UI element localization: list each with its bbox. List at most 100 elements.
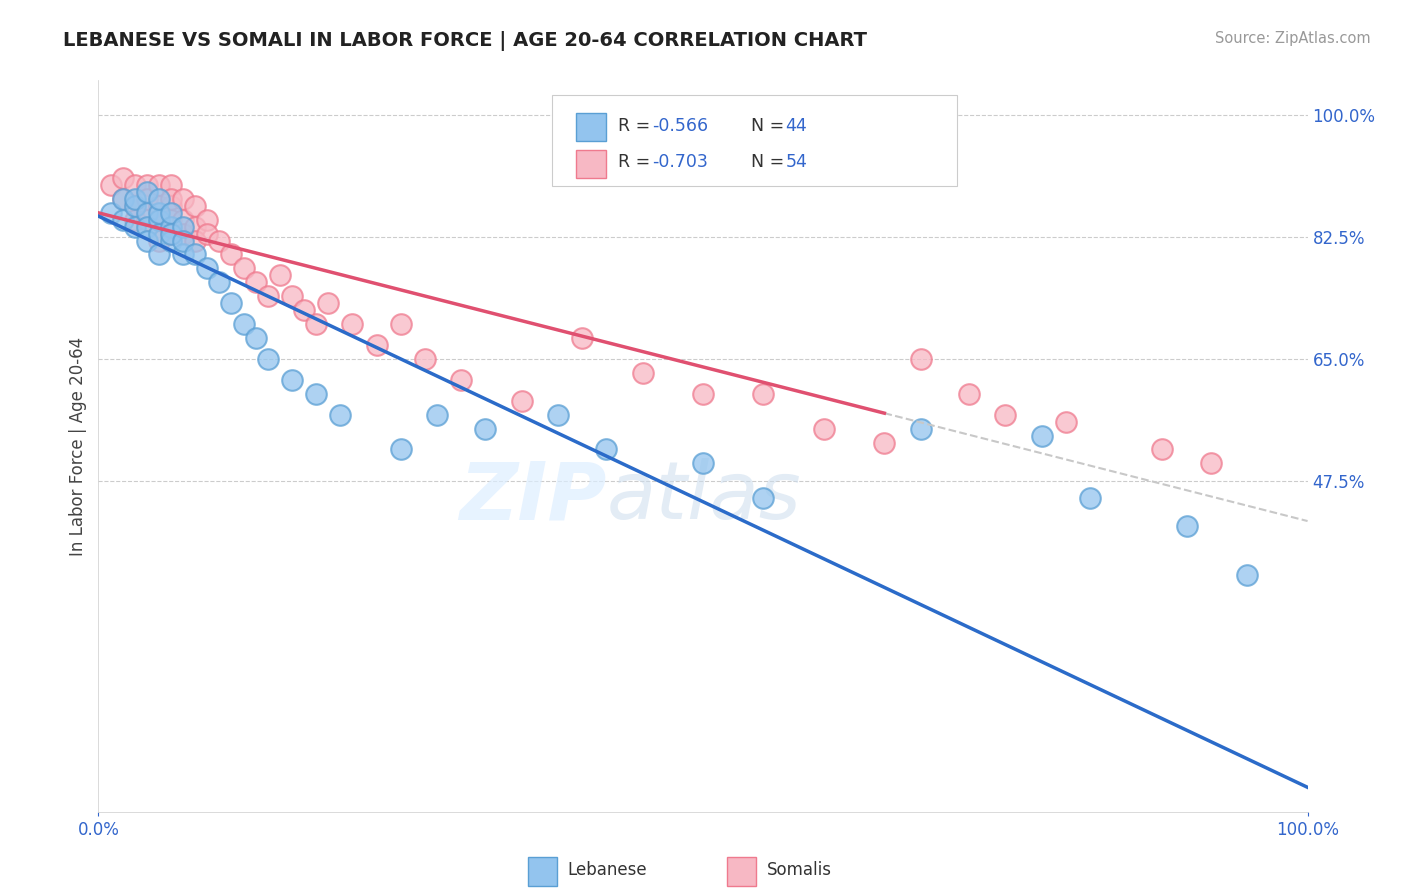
- Point: [111, 192, 134, 206]
- FancyBboxPatch shape: [551, 95, 957, 186]
- Point: [148, 247, 170, 261]
- Text: ZIP: ZIP: [458, 458, 606, 536]
- Point: [148, 234, 170, 248]
- Text: R =: R =: [619, 117, 657, 135]
- Point: [172, 234, 194, 248]
- Text: atlas: atlas: [606, 458, 801, 536]
- Point: [160, 234, 183, 248]
- Text: Lebanese: Lebanese: [568, 861, 647, 879]
- Point: [135, 205, 157, 219]
- Point: [366, 338, 388, 352]
- Point: [111, 212, 134, 227]
- Point: [232, 261, 254, 276]
- Point: [160, 178, 183, 192]
- Point: [910, 421, 932, 435]
- Point: [195, 261, 218, 276]
- Point: [305, 386, 328, 401]
- Point: [692, 386, 714, 401]
- Point: [221, 296, 243, 310]
- Point: [111, 192, 134, 206]
- Text: 54: 54: [785, 153, 807, 171]
- Point: [232, 317, 254, 331]
- Point: [1078, 491, 1101, 506]
- Point: [752, 386, 775, 401]
- Point: [160, 227, 183, 241]
- Point: [221, 247, 243, 261]
- Point: [316, 296, 339, 310]
- Point: [172, 192, 194, 206]
- Point: [1152, 442, 1174, 457]
- Point: [413, 351, 436, 366]
- Point: [342, 317, 364, 331]
- Point: [160, 205, 183, 219]
- Point: [124, 199, 146, 213]
- FancyBboxPatch shape: [727, 857, 756, 887]
- Point: [148, 227, 170, 241]
- Point: [269, 268, 291, 283]
- Point: [160, 212, 183, 227]
- Point: [547, 408, 569, 422]
- Point: [148, 192, 170, 206]
- Point: [245, 275, 267, 289]
- Point: [172, 247, 194, 261]
- Point: [135, 192, 157, 206]
- Point: [148, 199, 170, 213]
- Point: [135, 178, 157, 192]
- Point: [426, 408, 449, 422]
- Point: [184, 199, 207, 213]
- Point: [813, 421, 835, 435]
- Point: [195, 212, 218, 227]
- FancyBboxPatch shape: [576, 113, 606, 141]
- Point: [172, 212, 194, 227]
- Point: [124, 199, 146, 213]
- Point: [184, 234, 207, 248]
- Point: [172, 227, 194, 241]
- Point: [124, 192, 146, 206]
- Point: [184, 219, 207, 234]
- Point: [692, 457, 714, 471]
- Point: [1054, 415, 1077, 429]
- Point: [1199, 457, 1222, 471]
- Point: [124, 212, 146, 227]
- Point: [245, 331, 267, 345]
- Point: [160, 192, 183, 206]
- Point: [873, 435, 896, 450]
- Point: [160, 219, 183, 234]
- Point: [160, 227, 183, 241]
- Point: [124, 178, 146, 192]
- Text: N =: N =: [751, 117, 790, 135]
- FancyBboxPatch shape: [576, 150, 606, 178]
- Point: [195, 227, 218, 241]
- Point: [256, 289, 278, 303]
- Text: Source: ZipAtlas.com: Source: ZipAtlas.com: [1215, 31, 1371, 46]
- FancyBboxPatch shape: [527, 857, 557, 887]
- Point: [752, 491, 775, 506]
- Point: [305, 317, 328, 331]
- Point: [389, 442, 412, 457]
- Point: [450, 373, 472, 387]
- Point: [124, 219, 146, 234]
- Point: [135, 185, 157, 199]
- Point: [135, 234, 157, 248]
- Point: [957, 386, 980, 401]
- Point: [148, 212, 170, 227]
- Text: -0.703: -0.703: [652, 153, 709, 171]
- Text: R =: R =: [619, 153, 657, 171]
- Point: [292, 303, 315, 318]
- Point: [111, 170, 134, 185]
- Point: [1236, 567, 1258, 582]
- Point: [148, 178, 170, 192]
- Point: [389, 317, 412, 331]
- Point: [100, 205, 122, 219]
- Point: [100, 178, 122, 192]
- Text: 44: 44: [785, 117, 807, 135]
- Point: [474, 421, 496, 435]
- Y-axis label: In Labor Force | Age 20-64: In Labor Force | Age 20-64: [69, 336, 87, 556]
- Point: [1031, 428, 1053, 442]
- Point: [172, 219, 194, 234]
- Point: [208, 234, 231, 248]
- Text: LEBANESE VS SOMALI IN LABOR FORCE | AGE 20-64 CORRELATION CHART: LEBANESE VS SOMALI IN LABOR FORCE | AGE …: [63, 31, 868, 51]
- Point: [160, 199, 183, 213]
- Text: N =: N =: [751, 153, 790, 171]
- Point: [510, 393, 533, 408]
